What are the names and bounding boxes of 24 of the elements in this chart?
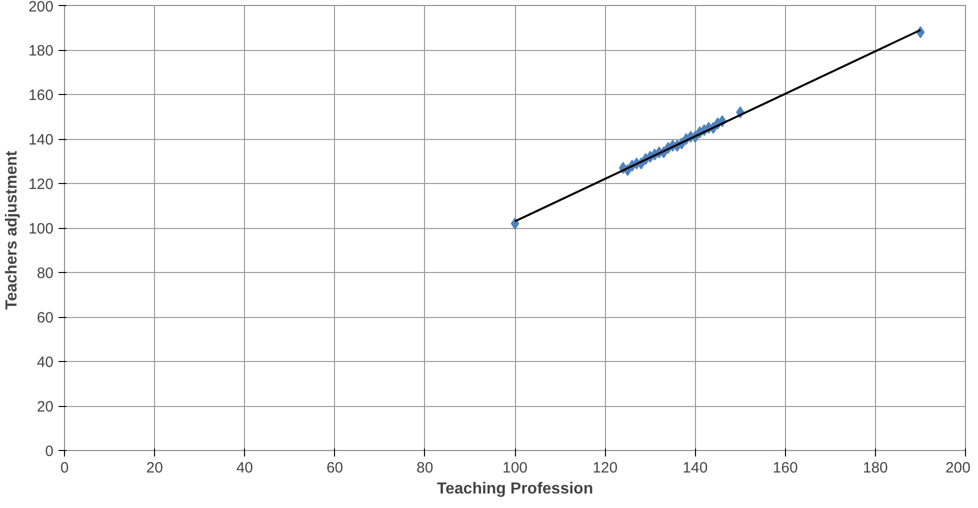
x-tick-label: 100	[502, 460, 528, 476]
y-tick-label: 100	[28, 220, 54, 238]
x-tick-label: 120	[592, 460, 618, 476]
y-tick-label: 0	[45, 443, 54, 460]
x-tick-label: 0	[60, 460, 69, 476]
y-tick-label: 160	[28, 87, 54, 104]
x-tick-label: 40	[236, 460, 254, 476]
y-tick-label: 20	[36, 398, 54, 416]
y-tick-label: 200	[28, 0, 54, 16]
x-axis-title: Teaching Profession	[436, 480, 594, 498]
x-tick-label: 20	[146, 460, 163, 476]
y-tick-label: 40	[36, 354, 54, 371]
y-axis-title: Teachers adjustment	[3, 150, 20, 310]
x-tick-label: 160	[772, 460, 798, 476]
x-tick-label: 60	[326, 460, 344, 476]
x-tick-label: 140	[682, 460, 708, 476]
y-tick-label: 180	[28, 42, 54, 60]
y-tick-label: 140	[28, 132, 54, 148]
y-tick-label: 120	[28, 176, 54, 193]
x-tick-label: 180	[862, 460, 888, 476]
y-tick-label: 80	[36, 265, 54, 282]
y-tick-label: 60	[36, 310, 54, 326]
x-tick-label: 80	[416, 460, 434, 476]
x-tick-label: 200	[945, 460, 971, 476]
